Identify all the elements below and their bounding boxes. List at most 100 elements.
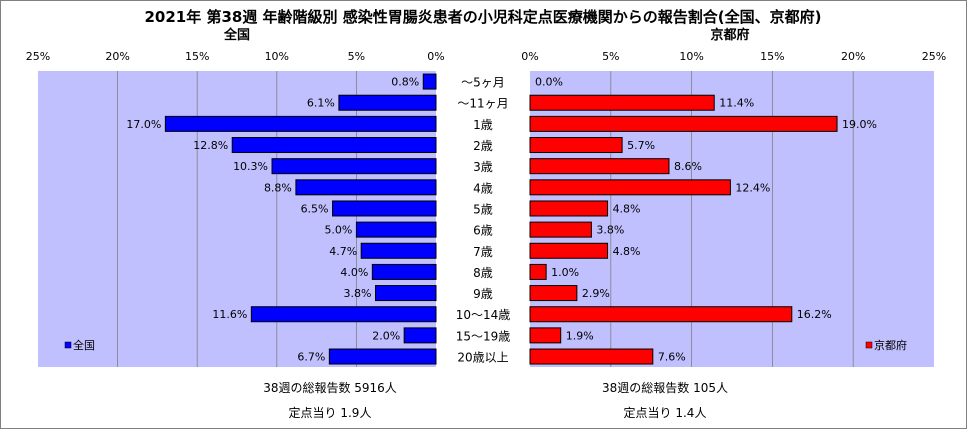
kyoto-bar bbox=[529, 221, 592, 238]
national-bar bbox=[295, 179, 437, 196]
age-category-label: 7歳 bbox=[473, 245, 493, 259]
national-bar bbox=[371, 263, 437, 280]
kyoto-panel-title: 京都府 bbox=[710, 27, 749, 43]
kyoto-legend-label: 京都府 bbox=[874, 338, 907, 352]
age-category-label: 4歳 bbox=[473, 181, 493, 195]
kyoto-bar bbox=[529, 94, 715, 111]
national-bar bbox=[332, 200, 437, 217]
kyoto-tick-label: 10% bbox=[679, 50, 703, 63]
national-data-label: 4.0% bbox=[340, 266, 368, 279]
national-data-label: 4.7% bbox=[329, 245, 357, 258]
national-legend-label: 全国 bbox=[73, 338, 95, 352]
national-tick-label: 0% bbox=[427, 50, 444, 63]
national-data-label: 17.0% bbox=[126, 118, 161, 131]
national-data-label: 12.8% bbox=[193, 139, 228, 152]
kyoto-bar bbox=[529, 179, 731, 196]
kyoto-data-label: 12.4% bbox=[735, 181, 770, 194]
kyoto-bar bbox=[529, 348, 654, 365]
national-bar bbox=[355, 221, 437, 238]
age-category-label: ～5ヶ月 bbox=[461, 76, 505, 90]
kyoto-data-label: 2.9% bbox=[582, 287, 610, 300]
national-tick-label: 25% bbox=[26, 50, 50, 63]
national-bar bbox=[338, 94, 437, 111]
category-labels: ～5ヶ月 ～11ヶ月 1歳 2歳 3歳 4歳 5歳 6歳 7歳 8歳 9歳 10～14歳 15～19歳 2… bbox=[456, 76, 511, 365]
kyoto-data-label: 7.6% bbox=[658, 351, 686, 364]
kyoto-data-label: 0.0% bbox=[535, 76, 563, 89]
kyoto-legend: 京都府 bbox=[865, 338, 907, 352]
national-legend-swatch bbox=[64, 341, 72, 349]
age-category-label: 3歳 bbox=[473, 160, 493, 174]
kyoto-bar bbox=[529, 200, 609, 217]
national-legend: 全国 bbox=[64, 338, 95, 352]
kyoto-tick-label: 25% bbox=[922, 50, 946, 63]
kyoto-data-label: 11.4% bbox=[719, 97, 754, 110]
age-category-label: 10～14歳 bbox=[456, 308, 511, 322]
kyoto-data-label: 16.2% bbox=[797, 308, 832, 321]
age-category-label: 20歳以上 bbox=[457, 351, 508, 365]
kyoto-data-label: 1.9% bbox=[566, 329, 594, 342]
national-plot-area bbox=[38, 71, 436, 367]
bars bbox=[164, 73, 838, 365]
kyoto-tick-label: 0% bbox=[521, 50, 538, 63]
axis-ticks: 25% 20% 15% 10% 5% 0% 0% 5% 10% 15% 20% 25% bbox=[26, 50, 946, 63]
age-category-label: 15～19歳 bbox=[456, 329, 511, 343]
national-tick-label: 15% bbox=[185, 50, 209, 63]
kyoto-bar bbox=[529, 263, 547, 280]
national-tick-label: 20% bbox=[105, 50, 129, 63]
national-bar bbox=[164, 115, 437, 132]
kyoto-bar bbox=[529, 306, 793, 323]
national-data-label: 6.7% bbox=[297, 351, 325, 364]
kyoto-data-label: 5.7% bbox=[627, 139, 655, 152]
kyoto-data-label: 19.0% bbox=[842, 118, 877, 131]
kyoto-total-reports: 38週の総報告数 105人 bbox=[602, 380, 728, 395]
kyoto-per-site: 定点当り 1.4人 bbox=[624, 405, 707, 420]
national-tick-label: 5% bbox=[348, 50, 365, 63]
kyoto-data-label: 8.6% bbox=[674, 160, 702, 173]
age-category-label: 5歳 bbox=[473, 202, 493, 216]
age-category-label: 1歳 bbox=[473, 118, 493, 132]
national-bar bbox=[328, 348, 437, 365]
age-category-label: 6歳 bbox=[473, 224, 493, 238]
kyoto-tick-label: 15% bbox=[760, 50, 784, 63]
kyoto-bar bbox=[529, 158, 670, 175]
national-data-label: 10.3% bbox=[233, 160, 268, 173]
national-data-label: 0.8% bbox=[391, 76, 419, 89]
national-data-label: 6.1% bbox=[307, 97, 335, 110]
national-bar bbox=[422, 73, 437, 90]
kyoto-data-label: 3.8% bbox=[596, 224, 624, 237]
national-per-site: 定点当り 1.9人 bbox=[289, 405, 372, 420]
chart-title: 2021年 第38週 年齢階級別 感染性胃腸炎患者の小児科定点医療機関からの報告… bbox=[144, 8, 821, 26]
kyoto-bar bbox=[529, 115, 838, 132]
national-data-label: 8.8% bbox=[264, 181, 292, 194]
national-data-label: 11.6% bbox=[212, 308, 247, 321]
kyoto-data-label: 4.8% bbox=[613, 202, 641, 215]
age-category-label: 2歳 bbox=[473, 139, 493, 153]
kyoto-plot-area bbox=[530, 71, 934, 367]
kyoto-tick-label: 5% bbox=[602, 50, 619, 63]
national-data-label: 2.0% bbox=[372, 329, 400, 342]
national-bar bbox=[403, 327, 437, 344]
kyoto-bar bbox=[529, 137, 623, 154]
national-data-label: 6.5% bbox=[301, 202, 329, 215]
kyoto-data-label: 1.0% bbox=[551, 266, 579, 279]
national-data-label: 3.8% bbox=[344, 287, 372, 300]
kyoto-tick-label: 20% bbox=[841, 50, 865, 63]
national-bar bbox=[231, 137, 437, 154]
kyoto-bar bbox=[529, 285, 578, 302]
kyoto-data-label: 4.8% bbox=[613, 245, 641, 258]
national-data-label: 5.0% bbox=[324, 224, 352, 237]
national-tick-label: 10% bbox=[265, 50, 289, 63]
national-bar bbox=[375, 285, 437, 302]
age-category-label: ～11ヶ月 bbox=[457, 97, 508, 111]
national-total-reports: 38週の総報告数 5916人 bbox=[263, 380, 397, 395]
age-category-label: 8歳 bbox=[473, 266, 493, 280]
kyoto-bar bbox=[529, 327, 562, 344]
kyoto-legend-swatch bbox=[865, 341, 873, 349]
data-labels: 0.8% 0.0% 6.1% 11.4% 17.0% 19.0% 12.8% 5.7% 10.3… bbox=[126, 76, 877, 364]
national-bar bbox=[360, 242, 437, 259]
national-bar bbox=[250, 306, 437, 323]
national-bar bbox=[271, 158, 437, 175]
age-category-label: 9歳 bbox=[473, 287, 493, 301]
national-panel-title: 全国 bbox=[223, 27, 250, 43]
